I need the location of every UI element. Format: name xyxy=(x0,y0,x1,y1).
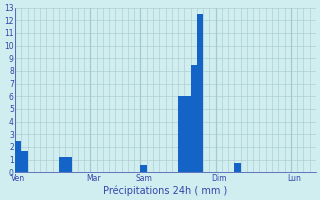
Bar xyxy=(184,96,191,172)
Bar xyxy=(65,157,72,172)
X-axis label: Précipitations 24h ( mm ): Précipitations 24h ( mm ) xyxy=(103,185,228,196)
Bar xyxy=(191,65,197,172)
Bar xyxy=(197,14,203,172)
Bar xyxy=(235,163,241,172)
Bar xyxy=(140,165,147,172)
Bar xyxy=(59,157,65,172)
Bar xyxy=(178,96,184,172)
Bar xyxy=(21,151,28,172)
Bar xyxy=(15,141,21,172)
